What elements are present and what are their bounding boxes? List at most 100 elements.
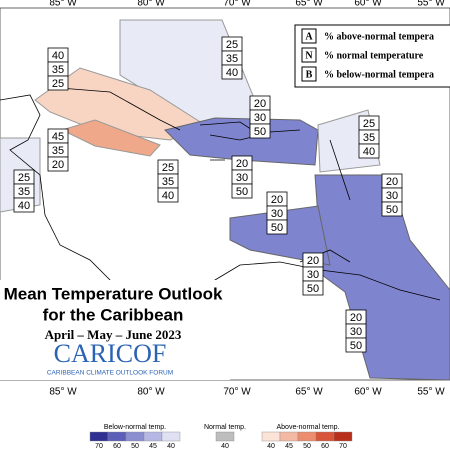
longitude-label: 60° W (354, 0, 382, 9)
legend-key: B (306, 69, 313, 80)
outlook-value: 35 (52, 64, 64, 76)
legend: A % above-normal tempera N % normal tempera… (294, 24, 450, 88)
outlook-value: 20 (271, 194, 283, 206)
colorbar-swatch (297, 431, 317, 442)
longitude-label: 65° W (295, 0, 323, 9)
outlook-value: 35 (363, 132, 375, 144)
colorbar-swatch (279, 431, 299, 442)
outlook-cell (302, 280, 324, 296)
colorbar-tick: 45 (285, 443, 293, 450)
outlook-value: 40 (18, 200, 30, 212)
region-southern-caribbean (229, 205, 331, 266)
outlook-cell (47, 75, 69, 91)
outlook-value: 50 (236, 186, 248, 198)
longitude-label: 65° W (295, 387, 323, 398)
outlook-cell (358, 143, 380, 159)
outlook-value: 50 (350, 340, 362, 352)
outlook-value: 50 (307, 283, 319, 295)
outlook-value: 30 (254, 112, 266, 124)
outlook-value: 30 (271, 208, 283, 220)
outlook-value: 20 (386, 176, 398, 188)
colorbar-tick: 40 (267, 443, 275, 450)
outlook-value: 40 (162, 190, 174, 202)
outlook-value: 25 (52, 78, 64, 90)
outlook-value: 30 (350, 326, 362, 338)
longitude-label: 55° W (417, 387, 445, 398)
outlook-value: 40 (52, 50, 64, 62)
longitude-label: 85° W (49, 387, 77, 398)
colorbar-tick: 70 (95, 443, 103, 450)
title-period: April – May – June 2023 (45, 327, 182, 342)
longitude-label: 80° W (137, 0, 165, 9)
colorbar-tick: 60 (321, 443, 329, 450)
outlook-value: 25 (18, 172, 30, 184)
colorbar-tick: 45 (149, 443, 157, 450)
colorbar-label: Normal temp. (204, 424, 246, 431)
legend-key: A (305, 31, 313, 42)
legend-key-box (301, 66, 317, 82)
outlook-cell (47, 156, 69, 172)
region-hispaniola (164, 117, 319, 166)
colorbar-tick: 50 (303, 443, 311, 450)
outlook-value: 50 (254, 126, 266, 138)
colorbar-tick: 40 (167, 443, 175, 450)
longitude-label: 80° W (137, 387, 165, 398)
legend-key-box (301, 28, 317, 44)
logo: CARICOF (54, 339, 167, 368)
colorbar-swatch (125, 431, 145, 442)
outlook-value: 35 (226, 53, 238, 65)
legend-key-box (301, 47, 317, 63)
outlook-value: 20 (236, 158, 248, 170)
colorbar-swatch (107, 431, 127, 442)
legend-text: % normal temperature (324, 50, 424, 61)
colorbar-tick: 40 (221, 443, 229, 450)
legend-text: % above-normal tempera (324, 31, 434, 42)
colorbar-tick: 50 (131, 443, 139, 450)
title-line: for the Caribbean (43, 305, 184, 324)
colorbar-swatch (89, 431, 109, 442)
longitude-label: 70° W (223, 387, 251, 398)
outlook-value: 35 (18, 186, 30, 198)
outlook-value: 25 (226, 39, 238, 51)
longitude-label: 85° W (49, 0, 77, 9)
outlook-value: 20 (254, 98, 266, 110)
colorbar-swatch (215, 431, 235, 442)
outlook-cell (249, 123, 271, 139)
outlook-cell (221, 64, 243, 80)
longitude-label: 55° W (417, 0, 445, 9)
outlook-cell (157, 187, 179, 203)
outlook-value: 25 (162, 162, 174, 174)
outlook-cell (13, 197, 35, 213)
outlook-value: 30 (386, 190, 398, 202)
colorbar-swatch (161, 431, 181, 442)
legend-text: % below-normal tempera (324, 69, 434, 80)
outlook-cell (345, 337, 367, 353)
outlook-value: 20 (52, 159, 64, 171)
outlook-value: 20 (307, 255, 319, 267)
outlook-value: 35 (162, 176, 174, 188)
outlook-value: 50 (386, 204, 398, 216)
outlook-value: 40 (226, 67, 238, 79)
outlook-value: 50 (271, 222, 283, 234)
colorbar-swatch (143, 431, 163, 442)
legend-key: N (305, 50, 313, 61)
logo-subtitle: CARIBBEAN CLIMATE OUTLOOK FORUM (47, 370, 173, 377)
outlook-value: 30 (307, 269, 319, 281)
legend-box (294, 24, 450, 88)
colorbar-label: Above-normal temp. (276, 424, 339, 431)
outlook-value: 45 (52, 131, 64, 143)
region-cuba-center (60, 119, 161, 157)
outlook-cell (231, 183, 253, 199)
colorbar-swatch (333, 431, 353, 442)
colorbar-swatch (315, 431, 335, 442)
colorbar-tick: 60 (113, 443, 121, 450)
outlook-value: 30 (236, 172, 248, 184)
outlook-value: 35 (52, 145, 64, 157)
colorbar-tick: 70 (339, 443, 347, 450)
longitude-label: 70° W (223, 0, 251, 9)
colorbar-label: Below-normal temp. (104, 424, 166, 431)
title-backdrop (0, 280, 230, 380)
colorbar-swatch (261, 431, 281, 442)
